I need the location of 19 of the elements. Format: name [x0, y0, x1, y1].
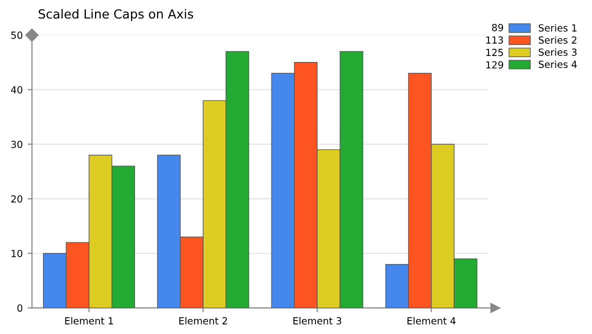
legend-label: Series 1 — [538, 24, 576, 32]
text: 89 — [492, 24, 504, 32]
legend-label: Series 3 — [538, 48, 577, 56]
y-tick-label: 20 — [11, 195, 22, 203]
x-tick-label: Element 4 — [408, 316, 456, 324]
x-tick-label: Element 1 — [65, 316, 113, 324]
y-tick-label: 10 — [12, 250, 22, 258]
y-tick-label: 0 — [17, 304, 22, 312]
x-tick-label: Element 2 — [179, 316, 227, 324]
legend-label: Series 2 — [538, 36, 576, 44]
annotation: 129 — [486, 61, 504, 69]
y-tick-label: 40 — [11, 86, 22, 94]
chart-title: Scaled Line Caps on Axis — [38, 8, 194, 22]
y-tick-label: 30 — [11, 140, 22, 148]
annotation: 125 — [486, 48, 503, 56]
x-tick-label: Element 3 — [293, 316, 342, 324]
annotation: 113 — [486, 36, 504, 44]
legend-label: Series 4 — [538, 60, 577, 68]
y-tick-label: 50 — [11, 32, 22, 39]
